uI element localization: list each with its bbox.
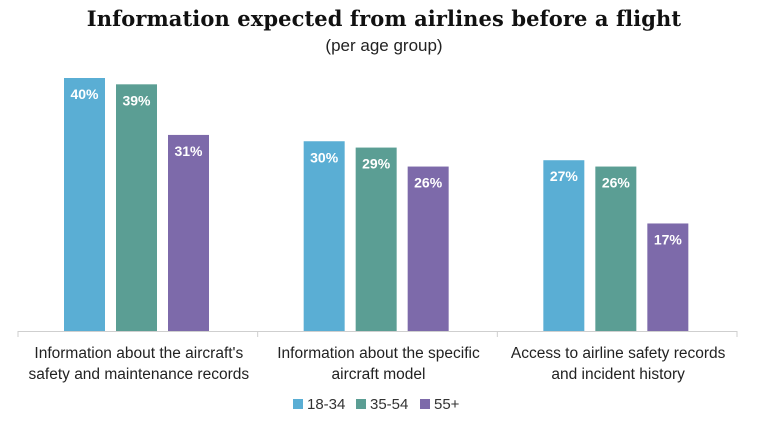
bar-35-54-cat1 <box>116 84 157 331</box>
data-label-35-54-cat1: 39% <box>122 92 151 108</box>
legend-label-35-54: 35-54 <box>370 396 408 413</box>
legend-swatch-55+ <box>420 399 430 409</box>
bar-35-54-cat3 <box>595 166 637 331</box>
data-label-18-34-cat3: 27% <box>550 168 579 184</box>
category-label-3-line-2: and incident history <box>551 366 685 383</box>
chart-title: Information expected from airlines befor… <box>86 6 682 31</box>
bar-18-34-cat3 <box>543 160 585 331</box>
bar-55+-cat3 <box>647 223 689 331</box>
category-label-2-line-2: aircraft model <box>332 366 426 383</box>
legend-swatch-18-34 <box>293 399 303 409</box>
bar-18-34-cat2 <box>303 141 345 331</box>
category-label-1-line-1: Information about the aircraft's <box>34 345 243 362</box>
category-label-1-line-2: safety and maintenance records <box>29 366 250 383</box>
legend-label-18-34: 18-34 <box>307 396 345 413</box>
bar-55+-cat1 <box>168 134 209 331</box>
data-label-18-34-cat2: 30% <box>310 149 339 165</box>
data-label-55+-cat1: 31% <box>174 143 203 159</box>
data-label-55+-cat3: 17% <box>654 231 683 247</box>
bar-55+-cat2 <box>407 166 449 331</box>
category-label-3-line-1: Access to airline safety records <box>511 345 726 362</box>
legend-swatch-35-54 <box>356 399 366 409</box>
chart-subtitle: (per age group) <box>325 36 443 55</box>
data-label-18-34-cat1: 40% <box>70 86 99 102</box>
data-label-35-54-cat3: 26% <box>602 175 631 191</box>
data-label-55+-cat2: 26% <box>414 175 443 191</box>
bar-35-54-cat2 <box>355 147 397 331</box>
bar-18-34-cat1 <box>64 78 105 331</box>
legend-label-55+: 55+ <box>434 396 460 413</box>
category-label-2-line-1: Information about the specific <box>277 345 480 362</box>
data-label-35-54-cat2: 29% <box>362 156 391 172</box>
